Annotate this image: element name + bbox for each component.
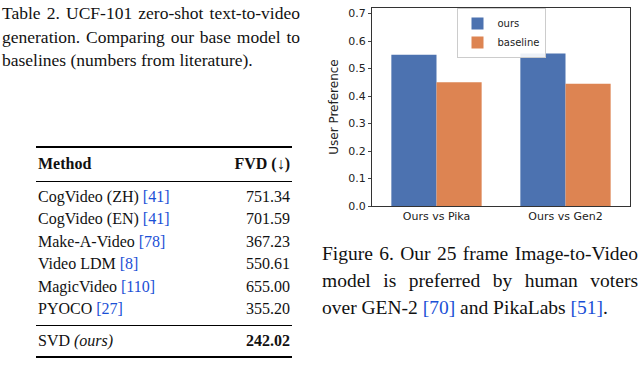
html-text:Method: Method bbox=[38, 155, 92, 172]
html-text:Video LDM [8]: Video LDM [8] bbox=[38, 255, 139, 272]
svg-text:0.2: 0.2 bbox=[348, 145, 366, 158]
svg-text:0.4: 0.4 bbox=[348, 90, 366, 103]
html-text:SVD (ours): SVD (ours) bbox=[38, 331, 114, 349]
html-text:242.02: 242.02 bbox=[246, 331, 290, 349]
svg-text:0.7: 0.7 bbox=[348, 7, 366, 20]
html-text:FVD (↓): FVD (↓) bbox=[234, 155, 290, 172]
html-text:Make-A-Video [78]: Make-A-Video [78] bbox=[38, 232, 166, 250]
html-text:CogVideo (ZH) [41]: CogVideo (ZH) [41] bbox=[38, 187, 170, 205]
html-text:CogVideo (EN) [41]: CogVideo (EN) [41] bbox=[38, 210, 170, 227]
html-text:367.23: 367.23 bbox=[246, 232, 290, 250]
html-text:Figure 6. Our 25 frame Image-t: Figure 6. Our 25 frame Image-to-Video mo… bbox=[322, 243, 638, 318]
svg-text:baseline: baseline bbox=[498, 37, 540, 48]
svg-text:User Preference: User Preference bbox=[327, 59, 341, 155]
svg-text:0.3: 0.3 bbox=[348, 117, 366, 130]
html-text:355.20: 355.20 bbox=[246, 300, 290, 317]
svg-text:0.6: 0.6 bbox=[348, 35, 366, 48]
html-text:655.00: 655.00 bbox=[246, 277, 290, 295]
html-text:PYOCO [27]: PYOCO [27] bbox=[38, 300, 123, 317]
svg-text:0.1: 0.1 bbox=[348, 172, 366, 185]
svg-text:Ours vs Pika: Ours vs Pika bbox=[403, 210, 470, 223]
svg-text:ours: ours bbox=[498, 18, 520, 29]
svg-text:Ours vs Gen2: Ours vs Gen2 bbox=[528, 210, 602, 223]
html-text:550.61: 550.61 bbox=[246, 255, 290, 272]
html-text:MagicVideo [110]: MagicVideo [110] bbox=[38, 277, 156, 295]
html-text:Table 2. UCF-101 zero-shot tex: Table 2. UCF-101 zero-shot text-to-video… bbox=[2, 3, 300, 70]
svg-text:0.5: 0.5 bbox=[348, 62, 366, 75]
html-text:751.34: 751.34 bbox=[246, 187, 290, 205]
svg-text:0.0: 0.0 bbox=[348, 200, 366, 213]
html-text:701.59: 701.59 bbox=[246, 210, 290, 227]
